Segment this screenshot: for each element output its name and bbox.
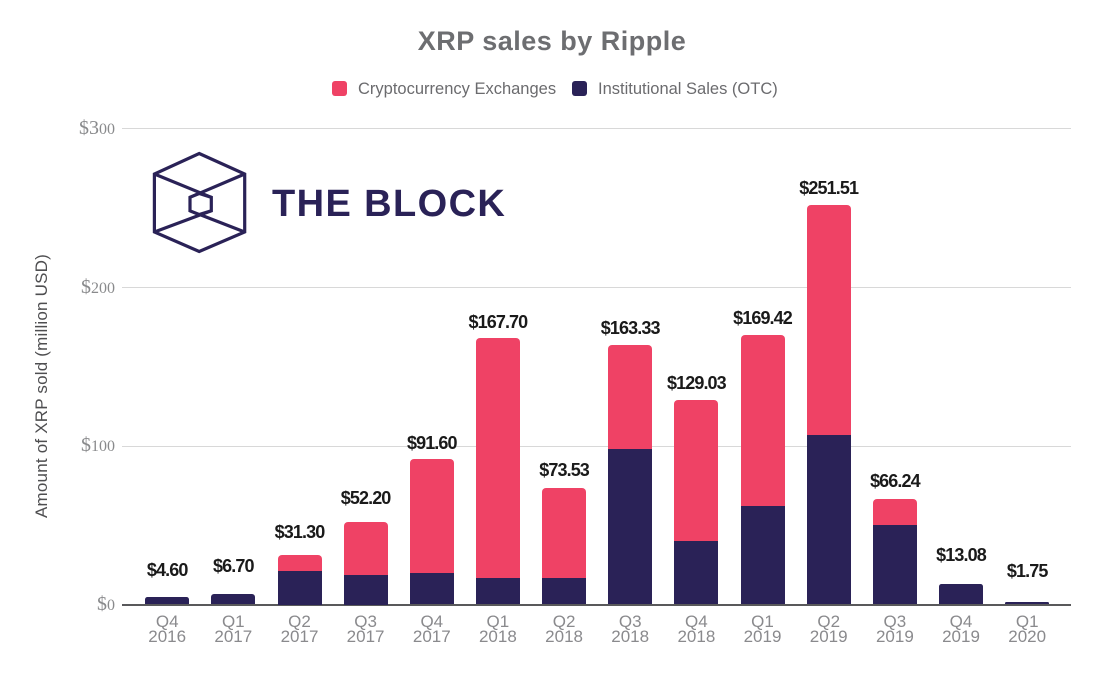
svg-text:THE BLOCK: THE BLOCK xyxy=(272,183,506,225)
